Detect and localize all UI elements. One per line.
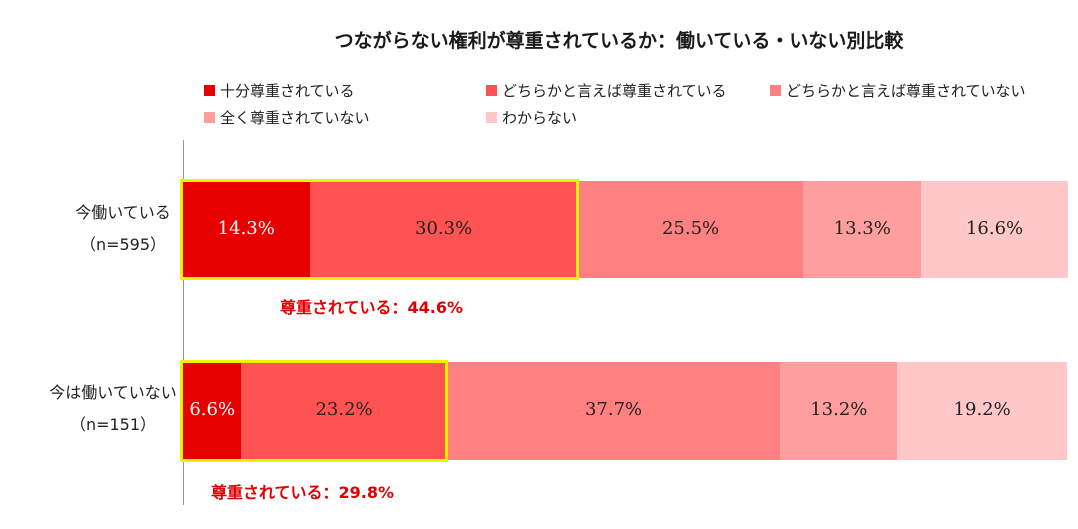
- category-name: 今は働いていない: [49, 383, 177, 402]
- bar-segment: [921, 181, 1068, 278]
- legend-label: わからない: [502, 109, 578, 127]
- category-axis-line: [183, 140, 184, 505]
- legend-label: どちらかと言えば尊重されていない: [786, 82, 1026, 100]
- data-label: 37.7%: [584, 399, 643, 420]
- data-label: 14.3%: [217, 217, 275, 239]
- category-sample-size: （n=151）: [69, 415, 157, 434]
- legend-label: 十分尊重されている: [220, 82, 355, 100]
- data-label: 30.3%: [415, 217, 473, 239]
- bar-segment: [897, 362, 1068, 460]
- data-label: 23.2%: [315, 399, 373, 420]
- legend-item: わからない: [486, 107, 577, 128]
- bar-segment: [183, 362, 242, 460]
- bar-segment: [241, 362, 447, 460]
- legend-swatch: [486, 85, 497, 96]
- data-label: 6.6%: [189, 399, 236, 420]
- annotation-respected-not-working: 尊重されている：29.8%: [211, 483, 395, 502]
- legend-item: どちらかと言えば尊重されている: [486, 80, 727, 101]
- bar-segment: [446, 362, 781, 460]
- highlight-box: [180, 360, 448, 462]
- data-label: 13.3%: [833, 217, 891, 239]
- legend-swatch: [204, 112, 215, 123]
- data-label: 19.2%: [953, 399, 1011, 420]
- legend-item: 十分尊重されている: [204, 80, 355, 101]
- legend-item: どちらかと言えば尊重されていない: [770, 80, 1026, 101]
- category-label-not-working: 今は働いていない （n=151）: [28, 379, 198, 435]
- bar-segment: [309, 181, 578, 278]
- category-label-working: 今働いている （n=595）: [38, 199, 208, 255]
- bar-segment: [183, 181, 310, 278]
- bar-segment: [577, 181, 804, 278]
- legend-label: どちらかと言えば尊重されている: [502, 82, 727, 100]
- annotation-respected-working: 尊重されている：44.6%: [280, 298, 464, 317]
- highlight-box: [180, 179, 579, 280]
- bar-segment: [803, 181, 922, 278]
- legend-item: 全く尊重されていない: [204, 107, 370, 128]
- legend-swatch: [486, 112, 497, 123]
- legend-label: 全く尊重されていない: [220, 109, 370, 127]
- category-sample-size: （n=595）: [79, 235, 167, 254]
- category-name: 今働いている: [75, 203, 171, 222]
- legend-swatch: [204, 85, 215, 96]
- bar-segment: [780, 362, 898, 460]
- data-label: 16.6%: [965, 217, 1024, 239]
- data-label: 13.2%: [810, 399, 868, 420]
- chart-title: つながらない権利が尊重されているか：働いている・いない別比較: [334, 30, 904, 52]
- data-label: 25.5%: [661, 217, 720, 239]
- legend-swatch: [770, 85, 781, 96]
